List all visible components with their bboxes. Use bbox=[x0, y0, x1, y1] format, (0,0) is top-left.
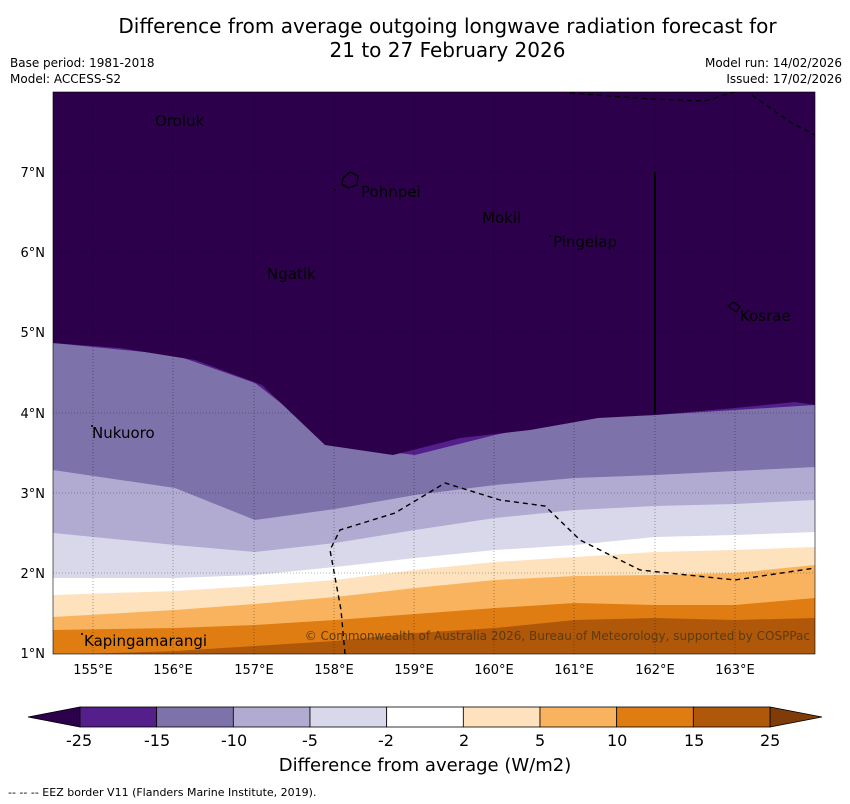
place-kapingamarangi: Kapingamarangi bbox=[84, 632, 207, 650]
colorbar-tick: -25 bbox=[66, 731, 93, 750]
lon-label: 160°E bbox=[474, 663, 514, 678]
place-kosrae: Kosrae bbox=[740, 307, 791, 325]
colorbar-segment bbox=[156, 706, 234, 728]
colorbar-segment bbox=[616, 706, 694, 728]
place-oroluk: Oroluk bbox=[155, 112, 204, 130]
colorbar-tick: 10 bbox=[607, 731, 628, 750]
pohnpei-atoll bbox=[334, 189, 336, 191]
lat-axis: 7°N 6°N 5°N 4°N 3°N 2°N 1°N bbox=[21, 166, 46, 662]
pingelap-atoll bbox=[549, 235, 551, 237]
meta-right: Model run: 14/02/2026 Issued: 17/02/2026 bbox=[705, 55, 842, 87]
kosrae-island bbox=[726, 301, 741, 313]
model-name: Model: ACCESS-S2 bbox=[10, 72, 122, 86]
title-line-2: 21 to 27 February 2026 bbox=[329, 38, 566, 62]
eez-border bbox=[329, 92, 815, 654]
place-ngatik: Ngatik bbox=[267, 265, 316, 283]
colorbar-over-triangle bbox=[769, 706, 823, 728]
lon-label: 155°E bbox=[73, 663, 113, 678]
colorbar-tick: -2 bbox=[378, 731, 394, 750]
lon-label: 157°E bbox=[234, 663, 274, 678]
title-line-1: Difference from average outgoing longwav… bbox=[118, 14, 777, 38]
lat-label: 7°N bbox=[21, 166, 46, 181]
colorbar-tick: -15 bbox=[144, 731, 171, 750]
colorbar-segment bbox=[386, 706, 464, 728]
map-frame bbox=[52, 91, 816, 655]
colorbar bbox=[27, 706, 823, 728]
colorbar-tick: 25 bbox=[760, 731, 781, 750]
place-mokil: Mokil bbox=[482, 209, 521, 227]
base-period: Base period: 1981-2018 bbox=[10, 56, 155, 70]
place-nukuoro: Nukuoro bbox=[92, 424, 155, 442]
issued-date: Issued: 17/02/2026 bbox=[726, 72, 842, 86]
lat-label: 2°N bbox=[21, 567, 46, 582]
copyright-note: © Commonwealth of Australia 2026, Bureau… bbox=[305, 629, 810, 643]
eez-legend-footer: -- -- -- EEZ border V11 (Flanders Marine… bbox=[8, 786, 317, 799]
map-area: Oroluk Pohnpei Mokil Pingelap Ngatik Kos… bbox=[53, 92, 815, 654]
lat-label: 3°N bbox=[21, 487, 46, 502]
colorbar-segment bbox=[79, 706, 158, 728]
lat-label: 1°N bbox=[21, 647, 46, 662]
kapingamarangi-atoll bbox=[81, 633, 83, 635]
lon-label: 162°E bbox=[635, 663, 675, 678]
colorbar-tick: 2 bbox=[459, 731, 470, 750]
colorbar-tick: -5 bbox=[302, 731, 318, 750]
lat-label: 4°N bbox=[21, 407, 46, 422]
colorbar-segment bbox=[232, 706, 311, 728]
lon-label: 158°E bbox=[314, 663, 354, 678]
lon-label: 161°E bbox=[554, 663, 594, 678]
graticule bbox=[53, 92, 815, 654]
place-pingelap: Pingelap bbox=[553, 233, 617, 251]
colorbar-under-triangle bbox=[27, 706, 81, 728]
lon-label: 159°E bbox=[394, 663, 434, 678]
model-run: Model run: 14/02/2026 bbox=[704, 56, 842, 70]
lon-label: 163°E bbox=[715, 663, 755, 678]
colorbar-segment bbox=[462, 706, 541, 728]
colorbar-tick: 5 bbox=[535, 731, 546, 750]
map-title: Difference from average outgoing longwav… bbox=[0, 14, 850, 62]
colorbar-segment bbox=[692, 706, 771, 728]
band-below-neg25 bbox=[53, 92, 815, 455]
lon-label: 156°E bbox=[153, 663, 193, 678]
colorbar-segment bbox=[309, 706, 388, 728]
colorbar-tick: -10 bbox=[221, 731, 248, 750]
pohnpei-island bbox=[341, 171, 359, 189]
place-pohnpei: Pohnpei bbox=[361, 183, 421, 201]
lat-label: 5°N bbox=[21, 326, 46, 341]
colorbar-tick: 15 bbox=[684, 731, 705, 750]
colorbar-segment bbox=[539, 706, 618, 728]
nukuoro-atoll bbox=[91, 425, 93, 427]
meta-left: Base period: 1981-2018 Model: ACCESS-S2 bbox=[10, 55, 155, 87]
lon-axis: 155°E 156°E 157°E 158°E 159°E 160°E 161°… bbox=[73, 663, 755, 678]
lat-label: 6°N bbox=[21, 246, 46, 261]
colorbar-title: Difference from average (W/m2) bbox=[278, 755, 572, 776]
